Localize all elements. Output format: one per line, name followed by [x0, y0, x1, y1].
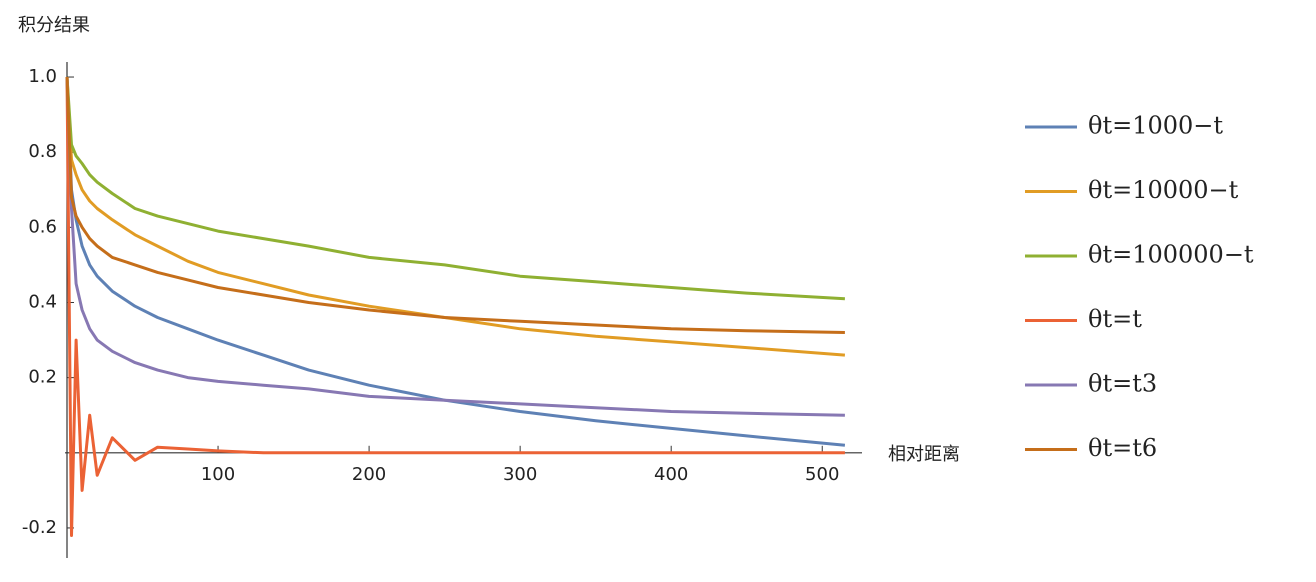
- legend: θt=1000−t θt=10000−t θt=100000−t θt=t θt=t3 θ…: [1025, 112, 1254, 462]
- y-tick-label: 1.0: [28, 66, 57, 87]
- x-tick-label: 100: [201, 464, 235, 485]
- series-line: [65, 76, 845, 417]
- y-tick-label: 0.6: [28, 216, 57, 237]
- x-axis-label: 相对距离: [888, 444, 960, 465]
- legend-label: θt=t3: [1088, 370, 1157, 398]
- series-line: [65, 76, 846, 447]
- legend-label: θt=100000−t: [1088, 241, 1254, 269]
- y-tick-label: 0.4: [28, 291, 57, 312]
- y-tick-label: -0.2: [22, 517, 57, 538]
- x-tick-label: 200: [352, 464, 386, 485]
- series-line: [65, 76, 845, 537]
- y-tick-label: 0.8: [28, 141, 57, 162]
- legend-label: θt=t: [1088, 305, 1142, 333]
- y-axis-label: 积分结果: [18, 15, 90, 36]
- x-tick-label: 300: [503, 464, 537, 485]
- x-tick-label: 500: [805, 464, 839, 485]
- series-line: [65, 76, 846, 357]
- y-tick-label: 0.2: [28, 367, 57, 388]
- x-tick-label: 400: [654, 464, 688, 485]
- legend-label: θt=10000−t: [1088, 176, 1239, 204]
- series-line: [65, 76, 845, 301]
- series-line: [65, 76, 845, 334]
- legend-label: θt=1000−t: [1088, 112, 1223, 140]
- legend-label: θt=t6: [1088, 434, 1157, 462]
